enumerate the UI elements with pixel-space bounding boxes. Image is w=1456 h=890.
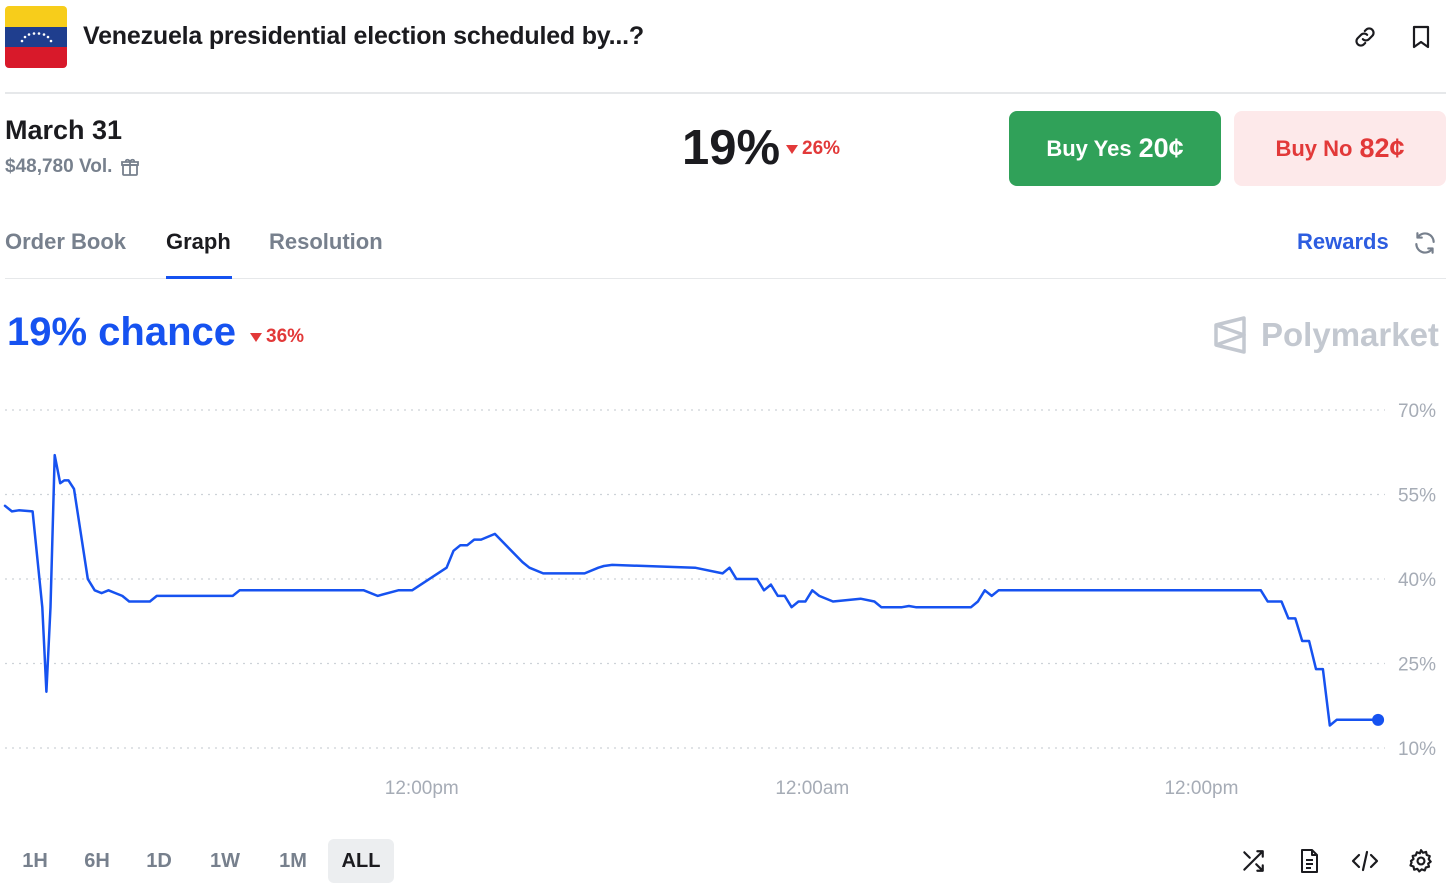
y-tick-label: 40% <box>1398 570 1436 591</box>
buy-no-button[interactable]: Buy No 82¢ <box>1234 111 1446 186</box>
bookmark-icon[interactable] <box>1406 22 1436 52</box>
volume-text: $48,780 Vol. <box>5 156 113 177</box>
range-1w[interactable]: 1W <box>210 849 240 872</box>
code-icon[interactable] <box>1350 846 1380 876</box>
chance-change: 36% <box>250 326 304 348</box>
price-line <box>3 453 1380 727</box>
market-title: Venezuela presidential election schedule… <box>83 22 644 50</box>
volume-info: $48,780 Vol. <box>5 156 140 178</box>
polymarket-logo: Polymarket <box>1213 315 1439 355</box>
gift-icon[interactable] <box>120 157 140 177</box>
rewards-link[interactable]: Rewards <box>1297 229 1389 254</box>
x-tick-label: 12:00am <box>775 778 849 799</box>
active-tab-indicator <box>166 276 232 279</box>
outcome-change-value: 26% <box>802 138 841 159</box>
header-divider <box>5 92 1446 94</box>
buy-no-label: Buy No <box>1275 135 1353 161</box>
y-tick-label: 25% <box>1398 655 1436 676</box>
range-1m[interactable]: 1M <box>279 849 307 872</box>
polymarket-icon <box>1214 316 1246 354</box>
shuffle-icon[interactable] <box>1238 846 1268 876</box>
tabs-divider <box>5 278 1446 279</box>
down-triangle-icon <box>786 144 798 154</box>
buy-yes-label: Buy Yes <box>1046 135 1132 161</box>
document-icon[interactable] <box>1294 846 1324 876</box>
tab-order-book[interactable]: Order Book <box>5 229 127 254</box>
current-price-marker <box>1372 713 1385 726</box>
chance-change-value: 36% <box>266 326 305 347</box>
range-6h[interactable]: 6H <box>84 849 110 872</box>
flag-stars-icon <box>20 31 53 42</box>
outcome-label: March 31 <box>5 115 123 145</box>
outcome-change: 26% <box>786 138 840 160</box>
y-tick-label: 10% <box>1398 739 1436 760</box>
x-tick-label: 12:00pm <box>385 778 459 799</box>
buy-yes-button[interactable]: Buy Yes 20¢ <box>1009 111 1221 186</box>
brand-name: Polymarket <box>1261 316 1439 353</box>
tab-graph[interactable]: Graph <box>166 229 231 254</box>
buy-yes-price: 20¢ <box>1138 133 1184 163</box>
price-chart[interactable]: 70% 55% 40% 25% 10% 12:00pm 12:00am 12:00pm <box>0 390 1456 810</box>
chance-headline: 19% chance <box>7 310 237 354</box>
range-1h[interactable]: 1H <box>22 849 48 872</box>
refresh-icon[interactable] <box>1412 230 1438 256</box>
buy-no-price: 82¢ <box>1359 133 1405 163</box>
range-all[interactable]: ALL <box>328 839 394 883</box>
gear-icon[interactable] <box>1406 846 1436 876</box>
link-icon[interactable] <box>1350 22 1380 52</box>
y-tick-label: 55% <box>1398 486 1436 507</box>
market-flag <box>5 6 67 68</box>
range-1d[interactable]: 1D <box>146 849 172 872</box>
x-tick-label: 12:00pm <box>1164 778 1238 799</box>
down-triangle-icon <box>250 332 262 342</box>
y-tick-label: 70% <box>1398 401 1436 422</box>
outcome-percent: 19% <box>682 121 781 175</box>
tab-resolution[interactable]: Resolution <box>269 229 383 254</box>
